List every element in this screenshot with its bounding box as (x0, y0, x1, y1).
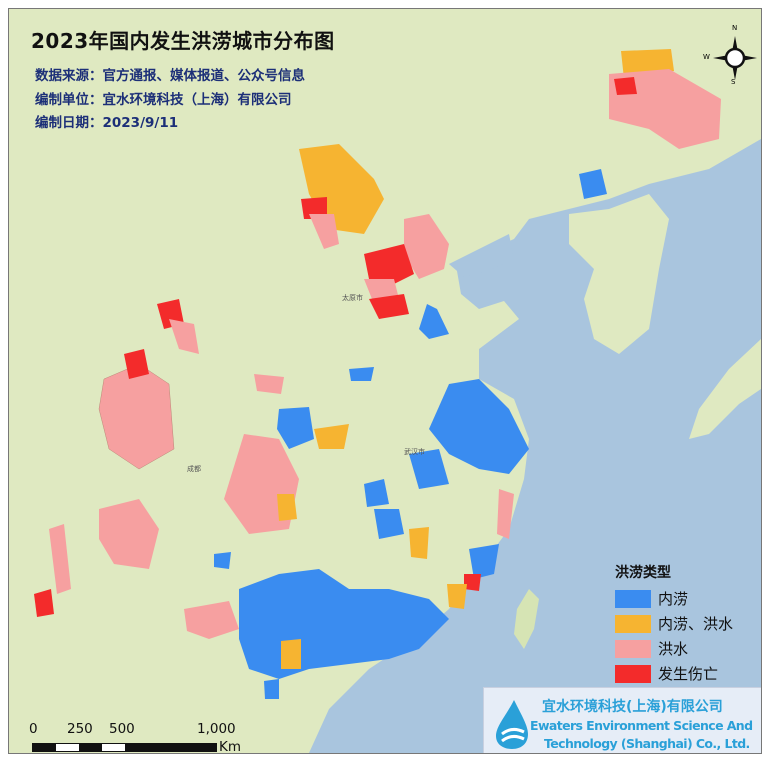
logo-company-en-1: Ewaters Environment Science And (530, 718, 753, 733)
region-inland-and-flood[interactable] (299, 144, 384, 234)
compass-rose-icon (713, 36, 757, 80)
region-inland-and-flood[interactable] (447, 584, 467, 609)
region-flood[interactable] (169, 319, 199, 354)
region-inland[interactable] (469, 544, 499, 579)
region-inland[interactable] (409, 449, 449, 489)
map-label-taiyuan: 太原市 (342, 294, 363, 302)
region-flood[interactable] (99, 499, 159, 569)
region-casualty[interactable] (124, 349, 149, 379)
region-inland[interactable] (277, 407, 314, 449)
compass-w: W (703, 53, 710, 61)
legend-swatch (615, 664, 651, 683)
region-casualty[interactable] (464, 574, 481, 591)
region-inland[interactable] (429, 379, 529, 474)
scale-tick-500: 500 (109, 721, 135, 737)
region-inland[interactable] (349, 367, 374, 381)
legend-swatch (615, 614, 651, 633)
scale-tick-250: 250 (67, 721, 93, 737)
compile-date: 编制日期：2023/9/11 (35, 115, 179, 131)
legend-swatch (615, 639, 651, 658)
logo-company-cn: 宜水环境科技(上海)有限公司 (542, 699, 723, 715)
scale-tick-1000: 1,000 (197, 721, 236, 737)
compass: N S W E (703, 24, 762, 86)
legend-label: 内涝、洪水 (658, 615, 734, 633)
region-casualty[interactable] (369, 294, 409, 319)
region-casualty[interactable] (614, 77, 637, 95)
region-inland[interactable] (419, 304, 449, 339)
scale-unit: Km (219, 739, 242, 754)
region-flood[interactable] (98, 363, 175, 470)
legend-title: 洪涝类型 (615, 565, 671, 581)
taiwan (514, 589, 539, 649)
legend-item-inland-flood: 内涝、洪水 (615, 611, 733, 636)
region-inland-and-flood[interactable] (409, 527, 429, 559)
region-inland-and-flood[interactable] (314, 424, 349, 449)
legend-item-casualty: 发生伤亡 (615, 661, 733, 686)
region-flood[interactable] (254, 374, 284, 394)
data-source: 数据来源：官方通报、媒体报道、公众号信息 (35, 68, 305, 84)
legend-item-inland: 内涝 (615, 586, 733, 611)
legend-item-flood: 洪水 (615, 636, 733, 661)
region-inland[interactable] (214, 552, 231, 569)
region-flood[interactable] (609, 69, 721, 149)
region-casualty[interactable] (364, 244, 414, 284)
map-label-wuhan: 武汉市 (404, 448, 425, 456)
scale-tick-0: 0 (29, 721, 38, 737)
region-inland[interactable] (374, 509, 404, 539)
region-inland-and-flood[interactable] (277, 494, 297, 521)
map-label-chengdu: 成都 (187, 465, 201, 473)
region-inland-and-flood[interactable] (281, 639, 301, 669)
legend-label: 洪水 (658, 640, 689, 658)
region-flood[interactable] (184, 601, 239, 639)
map-frame: 武汉市 太原市 成都 2023年国内发生洪涝城市分布图 数据来源：官方通报、媒体… (8, 8, 762, 754)
region-flood[interactable] (404, 214, 449, 279)
logo-company-en-2: Technology (Shanghai) Co., Ltd. (544, 736, 750, 751)
compass-s: S (731, 78, 736, 86)
region-inland[interactable] (579, 169, 607, 199)
region-flood[interactable] (309, 214, 339, 249)
compass-n: N (732, 24, 738, 32)
japan (689, 339, 761, 439)
region-inland[interactable] (264, 679, 279, 699)
region-inland[interactable] (364, 479, 389, 507)
region-casualty[interactable] (34, 589, 54, 617)
legend: 洪涝类型 内涝 内涝、洪水 洪水 发生伤亡 (615, 562, 733, 686)
region-casualty[interactable] (301, 197, 327, 219)
flood-regions (34, 49, 721, 699)
compiler: 编制单位：宜水环境科技（上海）有限公司 (35, 92, 292, 108)
legend-label: 发生伤亡 (658, 665, 719, 683)
hainan (257, 704, 289, 737)
water-drop-logo-icon (496, 700, 528, 749)
korea (569, 194, 669, 354)
region-flood[interactable] (497, 489, 514, 539)
map-title: 2023年国内发生洪涝城市分布图 (31, 29, 335, 53)
region-flood[interactable] (49, 524, 71, 594)
legend-swatch (615, 589, 651, 608)
bohai (449, 234, 514, 277)
compass-e: E (761, 53, 762, 61)
company-logo: 宜水环境科技(上海)有限公司 Ewaters Environment Scien… (483, 687, 761, 753)
legend-label: 内涝 (658, 590, 689, 608)
scale-bar-graphic (32, 743, 217, 752)
